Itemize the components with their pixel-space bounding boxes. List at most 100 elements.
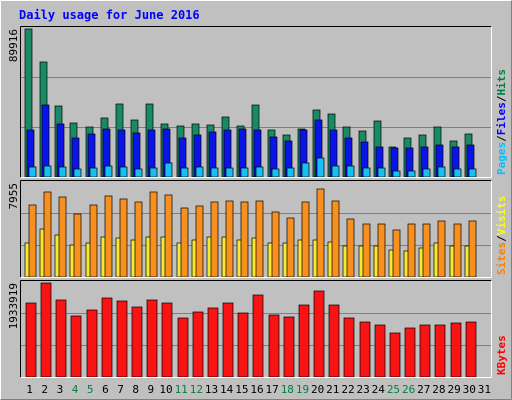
x-tick-label: 1 [26,383,33,396]
bar-pages [164,162,173,178]
x-tick-label: 18 [281,383,294,396]
bar-sites [119,198,128,278]
x-tick-label: 9 [148,383,155,396]
ymax-label: 7955 [7,183,20,210]
legend-separator: / [495,235,508,242]
bar-kbytes [343,317,355,378]
legend-entry-sites: Sites [495,242,508,275]
x-tick-label: 16 [250,383,263,396]
bar-sites [58,196,67,278]
x-tick-label: 7 [117,383,124,396]
bar-pages [437,166,446,178]
legend-entry-files: Files [495,102,508,135]
bar-pages [149,167,158,178]
bar-kbytes [252,294,264,378]
bar-kbytes [237,312,249,378]
bar-pages [134,168,143,178]
bar-sites [362,223,371,278]
bar-sites [286,217,295,278]
panels-layer: 89916Pages/Files/Hits7955Sites/Visits193… [7,26,508,378]
bar-pages [58,166,67,178]
x-tick-label: 31 [478,383,491,396]
bar-kbytes [177,317,189,378]
bar-pages [28,166,37,178]
bar-kbytes [450,322,462,378]
bar-pages [301,162,310,178]
bar-sites [73,213,82,278]
bar-pages [73,168,82,178]
bar-sites [149,191,158,278]
bar-kbytes [465,321,477,378]
x-tick-label: 27 [417,383,430,396]
x-tick-label: 26 [402,383,415,396]
bar-kbytes [207,307,219,378]
x-tick-label: 22 [341,383,354,396]
bar-pages [225,167,234,178]
bar-sites [392,229,401,278]
legend-separator: / [495,135,508,142]
bar-sites [301,201,310,278]
x-tick-label: 28 [432,383,445,396]
bar-pages [453,168,462,178]
x-tick-label: 24 [372,383,386,396]
bar-kbytes [70,315,82,378]
bar-sites [255,200,264,278]
series-kbytes [25,282,477,378]
bar-pages [286,167,295,178]
bar-sites [134,201,143,278]
bar-pages [392,170,401,178]
bar-pages [210,167,219,178]
bar-kbytes [25,302,37,378]
legend-visits-sites: Sites/Visits [495,196,508,276]
bar-kbytes [40,282,52,378]
bar-pages [43,165,52,178]
x-tick-label: 23 [357,383,370,396]
bar-kbytes [222,302,234,378]
bar-pages [377,167,386,178]
panel-visits-sites: 7955 Sites/Visits [7,180,508,278]
panel-hits-files-pages: 89916 Pages/Files/Hits [7,26,508,178]
bar-pages [422,168,431,178]
bar-kbytes [116,300,128,378]
bar-sites [331,200,340,278]
bar-sites [437,220,446,278]
legend-entry-pages: Pages [495,142,508,175]
bar-pages [255,166,264,178]
bar-kbytes [268,314,280,378]
x-tick-label: 6 [102,383,109,396]
legend-entry-visits: Visits [495,196,508,236]
bar-sites [104,195,113,278]
bar-kbytes [161,302,173,378]
bar-sites [316,188,325,278]
bar-kbytes [359,321,371,378]
bar-sites [195,205,204,278]
bar-kbytes [374,324,386,378]
bar-kbytes [313,290,325,378]
legend-hits-files-pages: Pages/Files/Hits [495,69,508,175]
x-tick-label: 21 [326,383,339,396]
bar-sites [240,201,249,278]
bar-kbytes [55,299,67,378]
x-tick-label: 11 [175,383,188,396]
panel-kbytes: 1933919 KBytes [7,280,508,378]
bar-sites [271,211,280,278]
bar-kbytes [328,304,340,378]
bar-sites [422,223,431,278]
ymax-label: 89916 [7,29,20,62]
x-tick-label: 29 [447,383,460,396]
legend-kbytes: KBytes [495,335,508,375]
x-tick-label: 4 [72,383,79,396]
bar-kbytes [434,324,446,378]
bar-sites [180,207,189,278]
x-tick-label: 8 [132,383,139,396]
bar-kbytes [389,332,401,378]
ymax-label: 1933919 [7,283,20,329]
bar-kbytes [283,316,295,378]
bar-kbytes [419,324,431,378]
bar-pages [407,170,416,178]
bar-sites [210,201,219,278]
bar-sites [164,194,173,278]
x-axis: 1 2 3 4 5 6 7 8 9 10 11 12 13 14 15 16 17 18 19 20 21 22 23 24 2… [26,383,491,396]
x-tick-label: 5 [87,383,94,396]
